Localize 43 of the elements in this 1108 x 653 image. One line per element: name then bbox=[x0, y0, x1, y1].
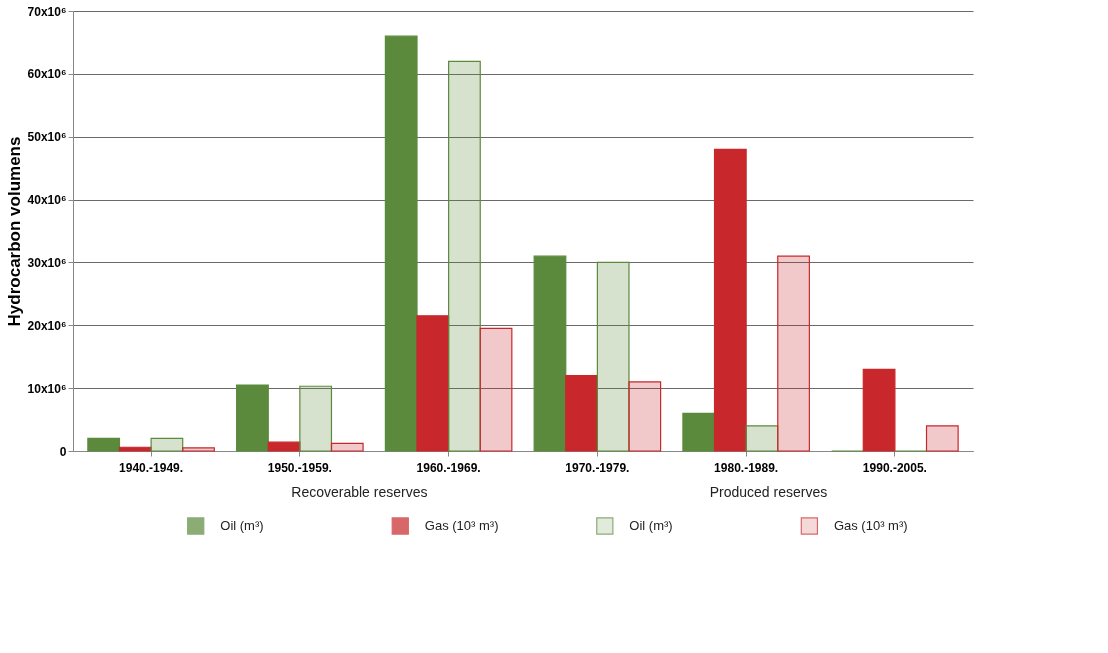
legend-label: Gas (10³ m³) bbox=[424, 518, 499, 533]
bar bbox=[416, 315, 450, 452]
bar bbox=[479, 327, 513, 452]
bar bbox=[150, 437, 184, 452]
text: Recoverable reserves bbox=[291, 484, 428, 500]
y-tick-label: 20x10⁶ bbox=[27, 318, 67, 333]
x-tick-label: 1940.-1949. bbox=[119, 460, 184, 475]
bar bbox=[267, 441, 301, 452]
x-tick-label: 1950.-1959. bbox=[267, 460, 332, 475]
y-tick-label: 40x10⁶ bbox=[27, 193, 67, 208]
bar bbox=[236, 384, 269, 452]
bar bbox=[745, 425, 779, 452]
bar bbox=[118, 446, 152, 452]
bar bbox=[448, 60, 481, 452]
y-tick-label: 0 bbox=[59, 444, 67, 459]
bar bbox=[299, 385, 333, 452]
text: Produced reserves bbox=[709, 484, 828, 500]
y-tick-label: 60x10⁶ bbox=[27, 67, 67, 82]
bar bbox=[925, 425, 959, 452]
legend-label: Oil (m³) bbox=[629, 518, 673, 533]
bar bbox=[777, 255, 810, 452]
bar bbox=[862, 368, 896, 452]
bar bbox=[713, 148, 747, 452]
bar bbox=[533, 255, 567, 452]
bar bbox=[87, 437, 121, 452]
legend-label: Oil (m³) bbox=[220, 518, 264, 533]
y-tick-label: 50x10⁶ bbox=[27, 130, 67, 145]
y-axis-title: Hydrocarbon volumens bbox=[4, 136, 24, 327]
bar bbox=[330, 442, 364, 452]
x-tick-label: 1970.-1979. bbox=[565, 460, 630, 475]
bar bbox=[182, 447, 215, 452]
y-tick-label: 30x10⁶ bbox=[27, 255, 67, 270]
legend-label: Gas (10³ m³) bbox=[833, 518, 908, 533]
bar bbox=[682, 412, 716, 452]
x-tick-label: 1960.-1969. bbox=[416, 460, 481, 475]
x-tick-label: 1990.-2005. bbox=[862, 460, 927, 475]
bar bbox=[628, 381, 662, 452]
y-tick-label: 70x10⁶ bbox=[27, 4, 67, 19]
bar bbox=[596, 261, 630, 452]
bar bbox=[565, 374, 598, 452]
y-tick-label: 10x10⁶ bbox=[27, 381, 67, 396]
x-tick-label: 1980.-1989. bbox=[714, 460, 779, 475]
bar bbox=[384, 35, 418, 452]
